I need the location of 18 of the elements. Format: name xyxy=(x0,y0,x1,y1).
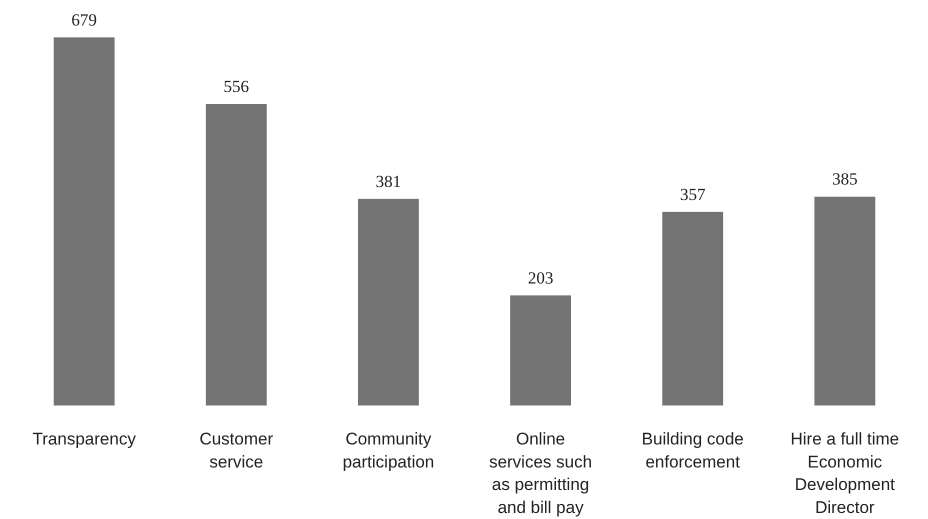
x-tick-label: Community participation xyxy=(342,430,434,472)
bar xyxy=(814,196,876,406)
x-tick-label: Hire a full time Economic Development Director xyxy=(790,430,900,517)
data-label: 556 xyxy=(224,77,250,96)
bar xyxy=(206,104,267,406)
data-label: 679 xyxy=(71,10,97,30)
bar xyxy=(54,37,115,406)
data-label: 203 xyxy=(528,268,554,288)
bar xyxy=(358,198,419,406)
bar xyxy=(662,212,724,406)
x-tick-label: Building code enforcement xyxy=(642,430,744,472)
x-tick-label: Transparency xyxy=(32,430,136,448)
bar xyxy=(510,295,571,406)
x-tick-label: Online services such as permitting and bill pay xyxy=(489,430,592,517)
data-label: 385 xyxy=(832,170,858,189)
data-label: 381 xyxy=(376,172,402,191)
x-tick-label: Customer service xyxy=(199,430,274,472)
data-label: 357 xyxy=(680,184,706,204)
